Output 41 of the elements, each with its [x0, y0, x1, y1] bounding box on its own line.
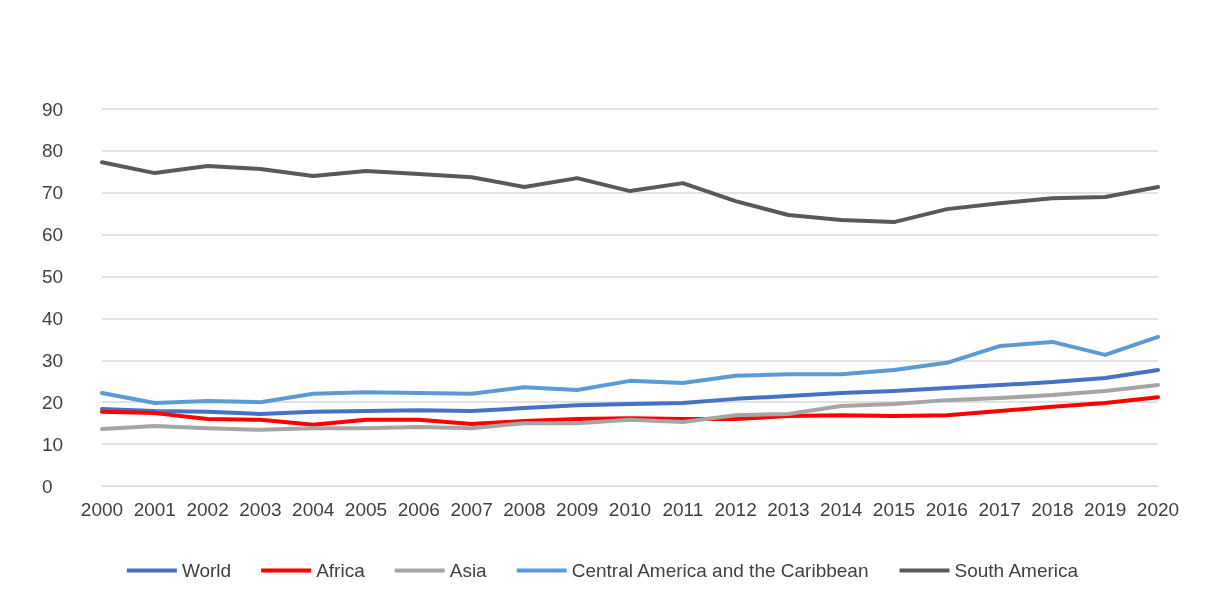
y-tick-label: 20	[42, 391, 64, 413]
x-tick-label: 2017	[978, 499, 1021, 520]
line-series	[100, 383, 1160, 432]
x-tick-label: 2001	[133, 499, 176, 520]
x-tick-label: 2015	[872, 499, 916, 520]
y-tick-label: 60	[42, 224, 64, 246]
y-tick-label: 90	[42, 98, 64, 120]
x-tick-label: 2016	[925, 499, 968, 520]
legend-label: South America	[954, 560, 1079, 581]
x-tick-label: 2000	[80, 499, 124, 520]
x-tick-label: 2020	[1136, 499, 1180, 520]
x-tick-label: 2008	[503, 499, 546, 520]
x-tick-label: 2003	[239, 499, 282, 520]
y-tick-label: 80	[42, 140, 64, 162]
line-series	[100, 334, 1160, 406]
y-tick-label: 10	[42, 433, 64, 455]
x-tick-label: 2007	[450, 499, 493, 520]
y-tick-label: 0	[42, 475, 53, 497]
x-tick-label: 2012	[714, 499, 757, 520]
x-tick-label: 2019	[1084, 499, 1127, 520]
legend-label: Asia	[449, 560, 488, 581]
y-tick-label: 70	[42, 182, 64, 204]
x-tick-label: 2014	[820, 499, 863, 520]
x-tick-label: 2005	[344, 499, 388, 520]
line-series	[100, 160, 1160, 225]
legend-label: Central America and the Caribbean	[571, 560, 869, 581]
x-tick-label: 2004	[292, 499, 335, 520]
y-tick-label: 50	[42, 266, 64, 288]
x-tick-label: 2010	[608, 499, 652, 520]
line-series	[100, 395, 1160, 427]
legend-label: World	[181, 560, 232, 581]
x-tick-label: 2018	[1031, 499, 1074, 520]
legend-label: Africa	[316, 560, 366, 581]
y-tick-label: 30	[42, 349, 64, 371]
x-tick-label: 2011	[662, 499, 704, 520]
line-series	[100, 367, 1160, 416]
x-tick-label: 2009	[556, 499, 599, 520]
x-tick-label: 2002	[186, 499, 229, 520]
x-tick-label: 2013	[767, 499, 810, 520]
x-tick-label: 2006	[397, 499, 440, 520]
y-tick-label: 40	[42, 307, 64, 329]
